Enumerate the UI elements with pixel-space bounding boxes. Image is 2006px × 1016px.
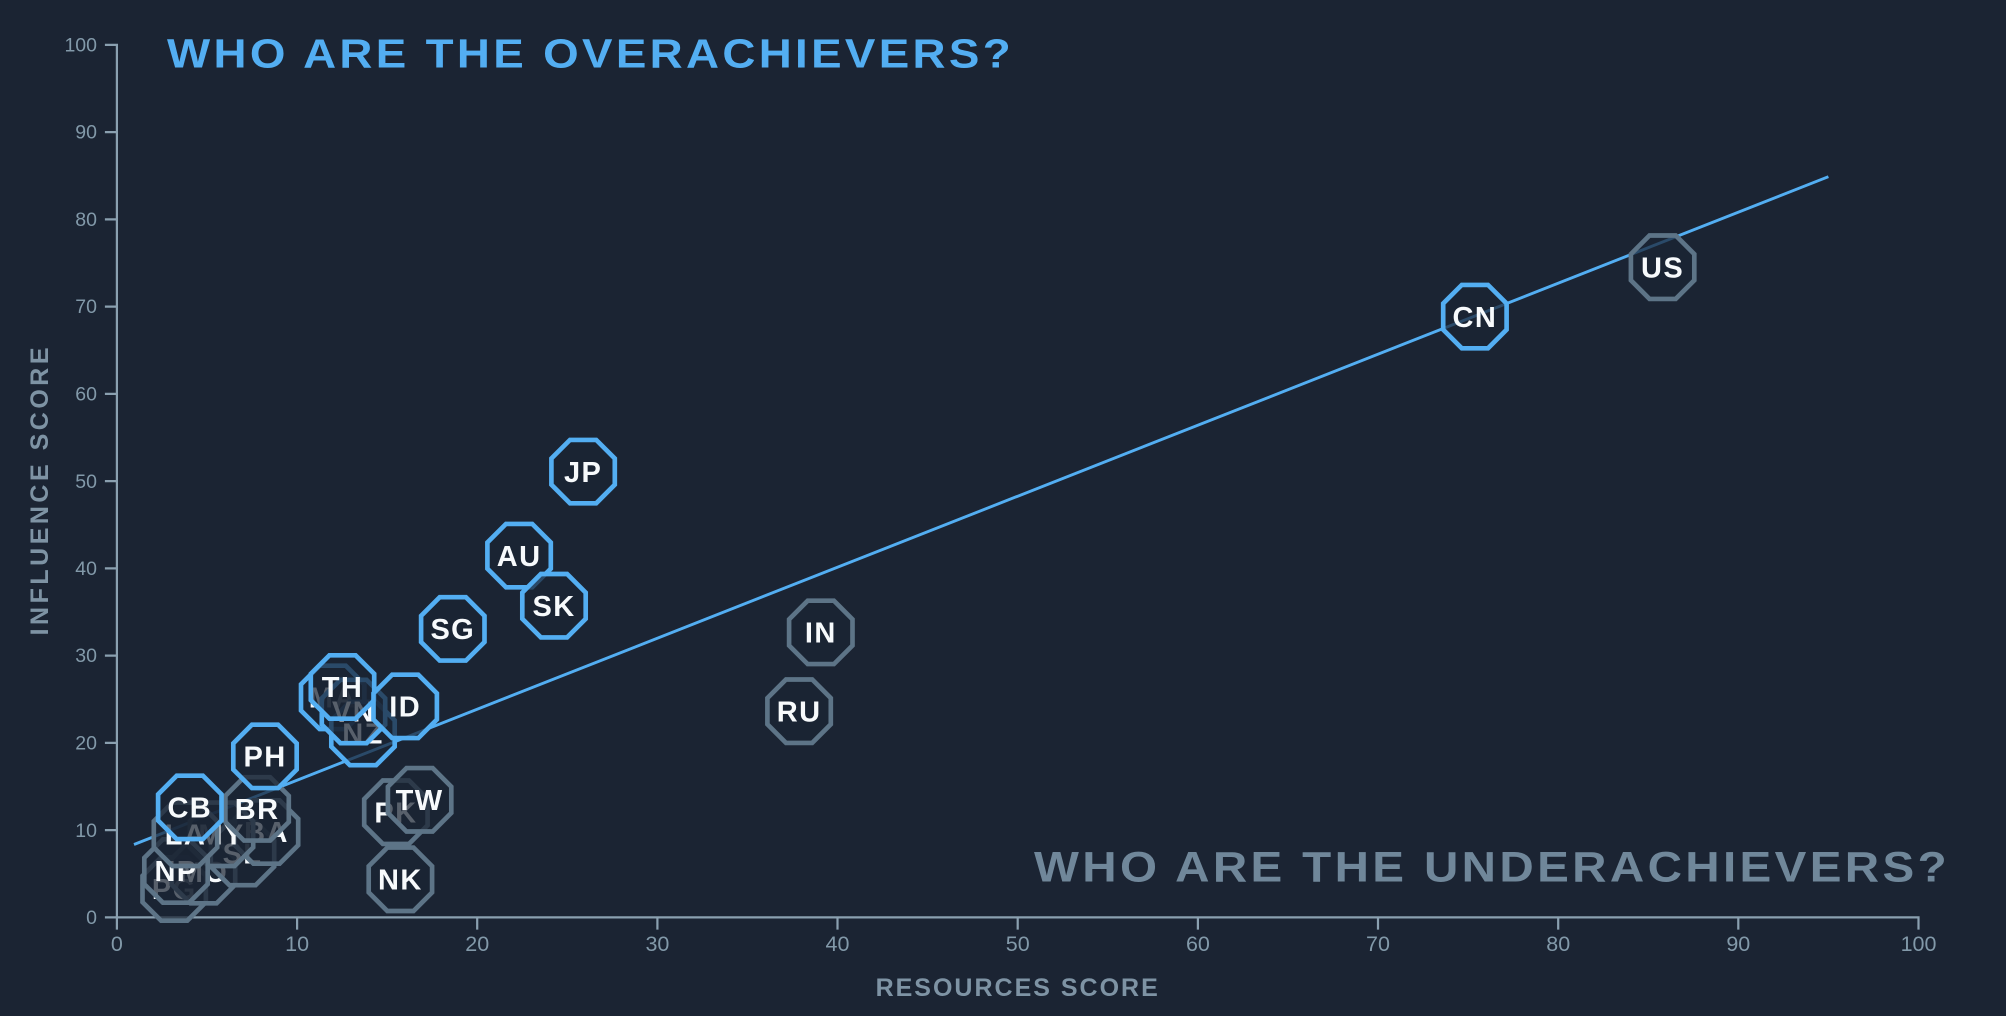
svg-text:20: 20 [75,733,97,755]
svg-text:80: 80 [1546,932,1570,956]
svg-text:SK: SK [532,591,575,623]
svg-text:30: 30 [645,932,669,956]
svg-text:PH: PH [243,742,286,774]
svg-text:0: 0 [86,907,97,929]
svg-text:50: 50 [75,471,97,493]
svg-text:JP: JP [564,457,602,489]
svg-text:60: 60 [1186,932,1210,956]
svg-text:70: 70 [75,296,97,318]
svg-text:WHO ARE THE OVERACHIEVERS?: WHO ARE THE OVERACHIEVERS? [167,31,1014,77]
svg-text:NK: NK [378,865,423,897]
svg-text:US: US [1641,252,1684,284]
svg-text:80: 80 [75,209,97,231]
svg-text:70: 70 [1366,932,1390,956]
svg-text:50: 50 [1006,932,1030,956]
svg-text:90: 90 [1726,932,1750,956]
svg-text:TH: TH [322,672,363,704]
svg-text:WHO ARE THE UNDERACHIEVERS?: WHO ARE THE UNDERACHIEVERS? [1034,845,1950,892]
svg-text:90: 90 [75,122,97,144]
svg-text:60: 60 [75,384,97,406]
svg-text:ID: ID [389,692,421,724]
svg-text:CB: CB [167,793,212,825]
svg-text:30: 30 [75,645,97,667]
svg-text:20: 20 [465,932,489,956]
svg-text:BR: BR [235,794,280,826]
svg-text:INFLUENCE SCORE: INFLUENCE SCORE [26,344,54,635]
svg-text:RU: RU [777,696,822,728]
svg-text:40: 40 [826,932,850,956]
svg-text:100: 100 [1901,932,1937,956]
svg-text:RESOURCES SCORE: RESOURCES SCORE [876,974,1160,1002]
svg-text:10: 10 [285,932,309,956]
svg-text:TW: TW [396,785,444,817]
svg-text:SG: SG [430,614,475,646]
svg-text:10: 10 [75,820,97,842]
svg-text:IN: IN [805,618,837,650]
svg-text:40: 40 [75,558,97,580]
svg-text:0: 0 [111,932,123,956]
svg-text:AU: AU [497,541,542,573]
svg-text:CN: CN [1453,302,1498,334]
svg-text:100: 100 [64,35,97,57]
